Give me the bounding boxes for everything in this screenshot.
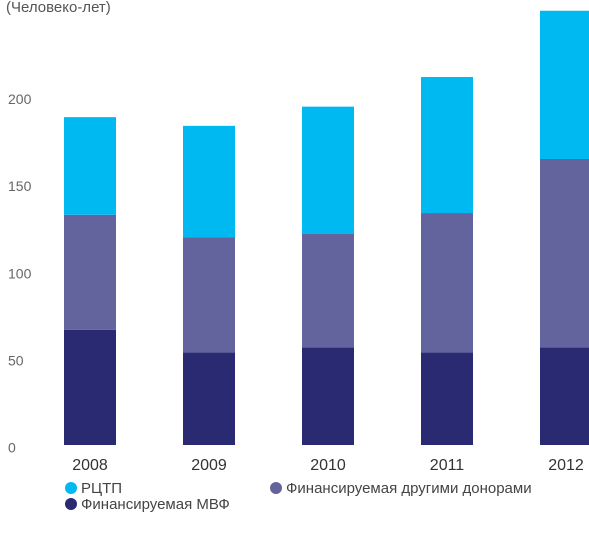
y-tick-label: 0: [8, 440, 16, 456]
x-tick-label: 2010: [310, 457, 346, 474]
legend-label: Финансируемая другими донорами: [286, 480, 532, 497]
bar-segment: [302, 347, 354, 445]
bar-segment: [540, 10, 589, 159]
chart-title: (Человеко-лет): [6, 0, 111, 16]
x-tick-label: 2012: [548, 457, 584, 474]
bar-segment: [183, 237, 235, 353]
legend-marker: [65, 482, 77, 494]
legend-label: РЦТП: [81, 480, 122, 497]
bar-segment: [302, 233, 354, 348]
bar-segment: [64, 329, 116, 445]
bar-segment: [421, 77, 473, 214]
x-tick-label: 2009: [191, 457, 227, 474]
y-tick-label: 100: [8, 265, 32, 281]
x-tick-label: 2011: [430, 457, 465, 474]
bar-segment: [540, 158, 589, 348]
bar-segment: [183, 352, 235, 445]
legend-marker: [270, 482, 282, 494]
y-tick-label: 200: [8, 91, 32, 107]
legend-label: Финансируемая МВФ: [81, 496, 230, 513]
x-tick-label: 2008: [72, 457, 108, 474]
bar-segment: [540, 347, 589, 445]
bar-segment: [64, 214, 116, 330]
bar-segment: [183, 125, 235, 238]
bar-segment: [64, 117, 116, 215]
bar-segment: [421, 352, 473, 445]
bar-segment: [302, 106, 354, 234]
bar-segment: [421, 213, 473, 353]
legend-marker: [65, 498, 77, 510]
y-tick-label: 150: [8, 178, 32, 194]
y-tick-label: 50: [8, 353, 24, 369]
